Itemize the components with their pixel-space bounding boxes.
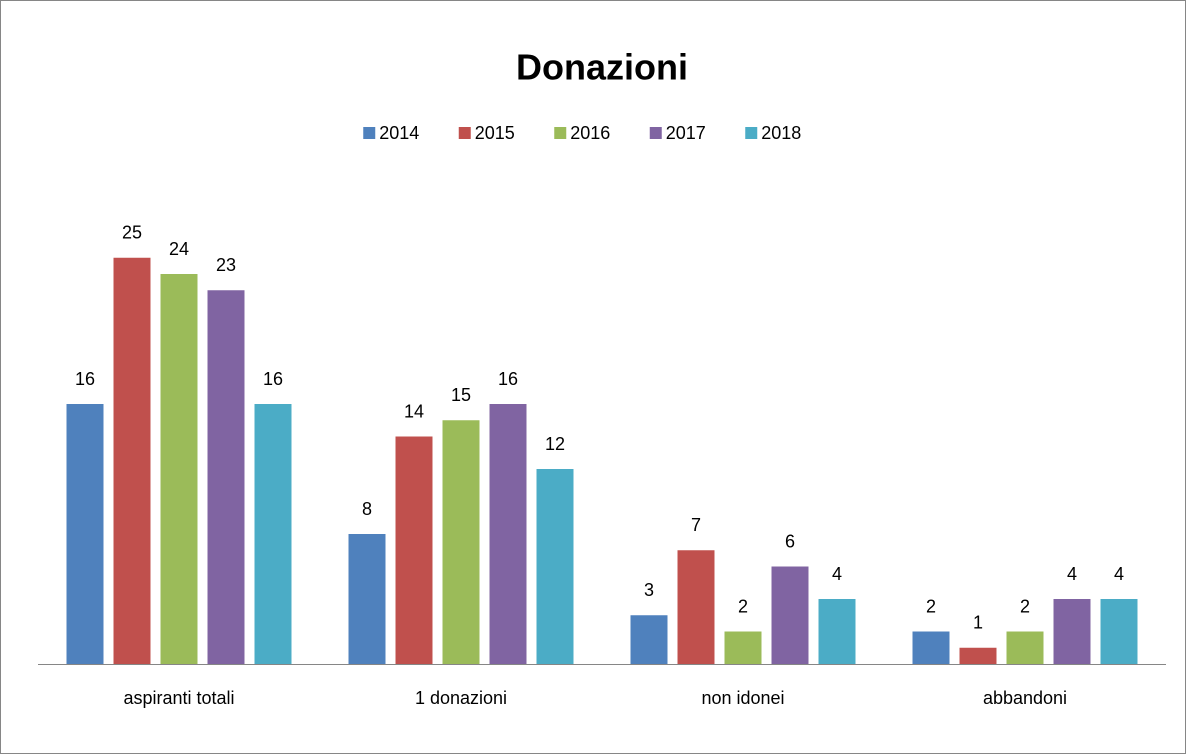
legend-label: 2018 bbox=[761, 123, 801, 143]
legend-label: 2015 bbox=[475, 123, 515, 143]
data-label: 14 bbox=[404, 401, 424, 421]
data-label: 4 bbox=[1114, 564, 1124, 584]
data-label: 12 bbox=[545, 434, 565, 454]
data-label: 7 bbox=[691, 515, 701, 535]
legend-label: 2017 bbox=[666, 123, 706, 143]
bar bbox=[630, 615, 668, 664]
legend-swatch bbox=[458, 127, 471, 139]
x-tick-label: aspiranti totali bbox=[123, 688, 234, 708]
bar bbox=[160, 274, 198, 664]
legend-label: 2016 bbox=[570, 123, 610, 143]
bar bbox=[959, 647, 997, 664]
legend-swatch bbox=[363, 127, 376, 139]
legend-swatch bbox=[554, 127, 567, 139]
data-label: 8 bbox=[362, 499, 372, 519]
data-label: 6 bbox=[785, 531, 795, 551]
chart-title: Donazioni bbox=[516, 47, 688, 88]
bar bbox=[677, 550, 715, 664]
legend-swatch bbox=[745, 127, 758, 139]
bar bbox=[113, 257, 151, 664]
x-tick-label: non idonei bbox=[701, 688, 784, 708]
bar bbox=[489, 404, 527, 664]
bar bbox=[348, 534, 386, 664]
data-label: 25 bbox=[122, 223, 142, 243]
data-label: 2 bbox=[738, 596, 748, 616]
bar bbox=[442, 420, 480, 664]
x-tick-label: abbandoni bbox=[983, 688, 1067, 708]
legend-label: 2014 bbox=[379, 123, 419, 143]
bar bbox=[818, 599, 856, 664]
data-label: 2 bbox=[926, 596, 936, 616]
bar bbox=[912, 631, 950, 664]
data-label: 15 bbox=[451, 385, 471, 405]
legend-swatch bbox=[649, 127, 662, 139]
data-label: 1 bbox=[973, 613, 983, 633]
bar bbox=[254, 404, 292, 664]
data-label: 2 bbox=[1020, 596, 1030, 616]
data-label: 4 bbox=[832, 564, 842, 584]
data-label: 4 bbox=[1067, 564, 1077, 584]
bar bbox=[395, 436, 433, 664]
bar bbox=[724, 631, 762, 664]
data-label: 24 bbox=[169, 239, 189, 259]
bar bbox=[1053, 599, 1091, 664]
bar bbox=[66, 404, 104, 664]
bar bbox=[1100, 599, 1138, 664]
bar bbox=[771, 566, 809, 664]
data-label: 16 bbox=[498, 369, 518, 389]
bar bbox=[536, 469, 574, 664]
bar bbox=[207, 290, 245, 664]
data-label: 23 bbox=[216, 255, 236, 275]
data-label: 16 bbox=[75, 369, 95, 389]
bar bbox=[1006, 631, 1044, 664]
x-tick-label: 1 donazioni bbox=[415, 688, 507, 708]
data-label: 3 bbox=[644, 580, 654, 600]
data-label: 16 bbox=[263, 369, 283, 389]
